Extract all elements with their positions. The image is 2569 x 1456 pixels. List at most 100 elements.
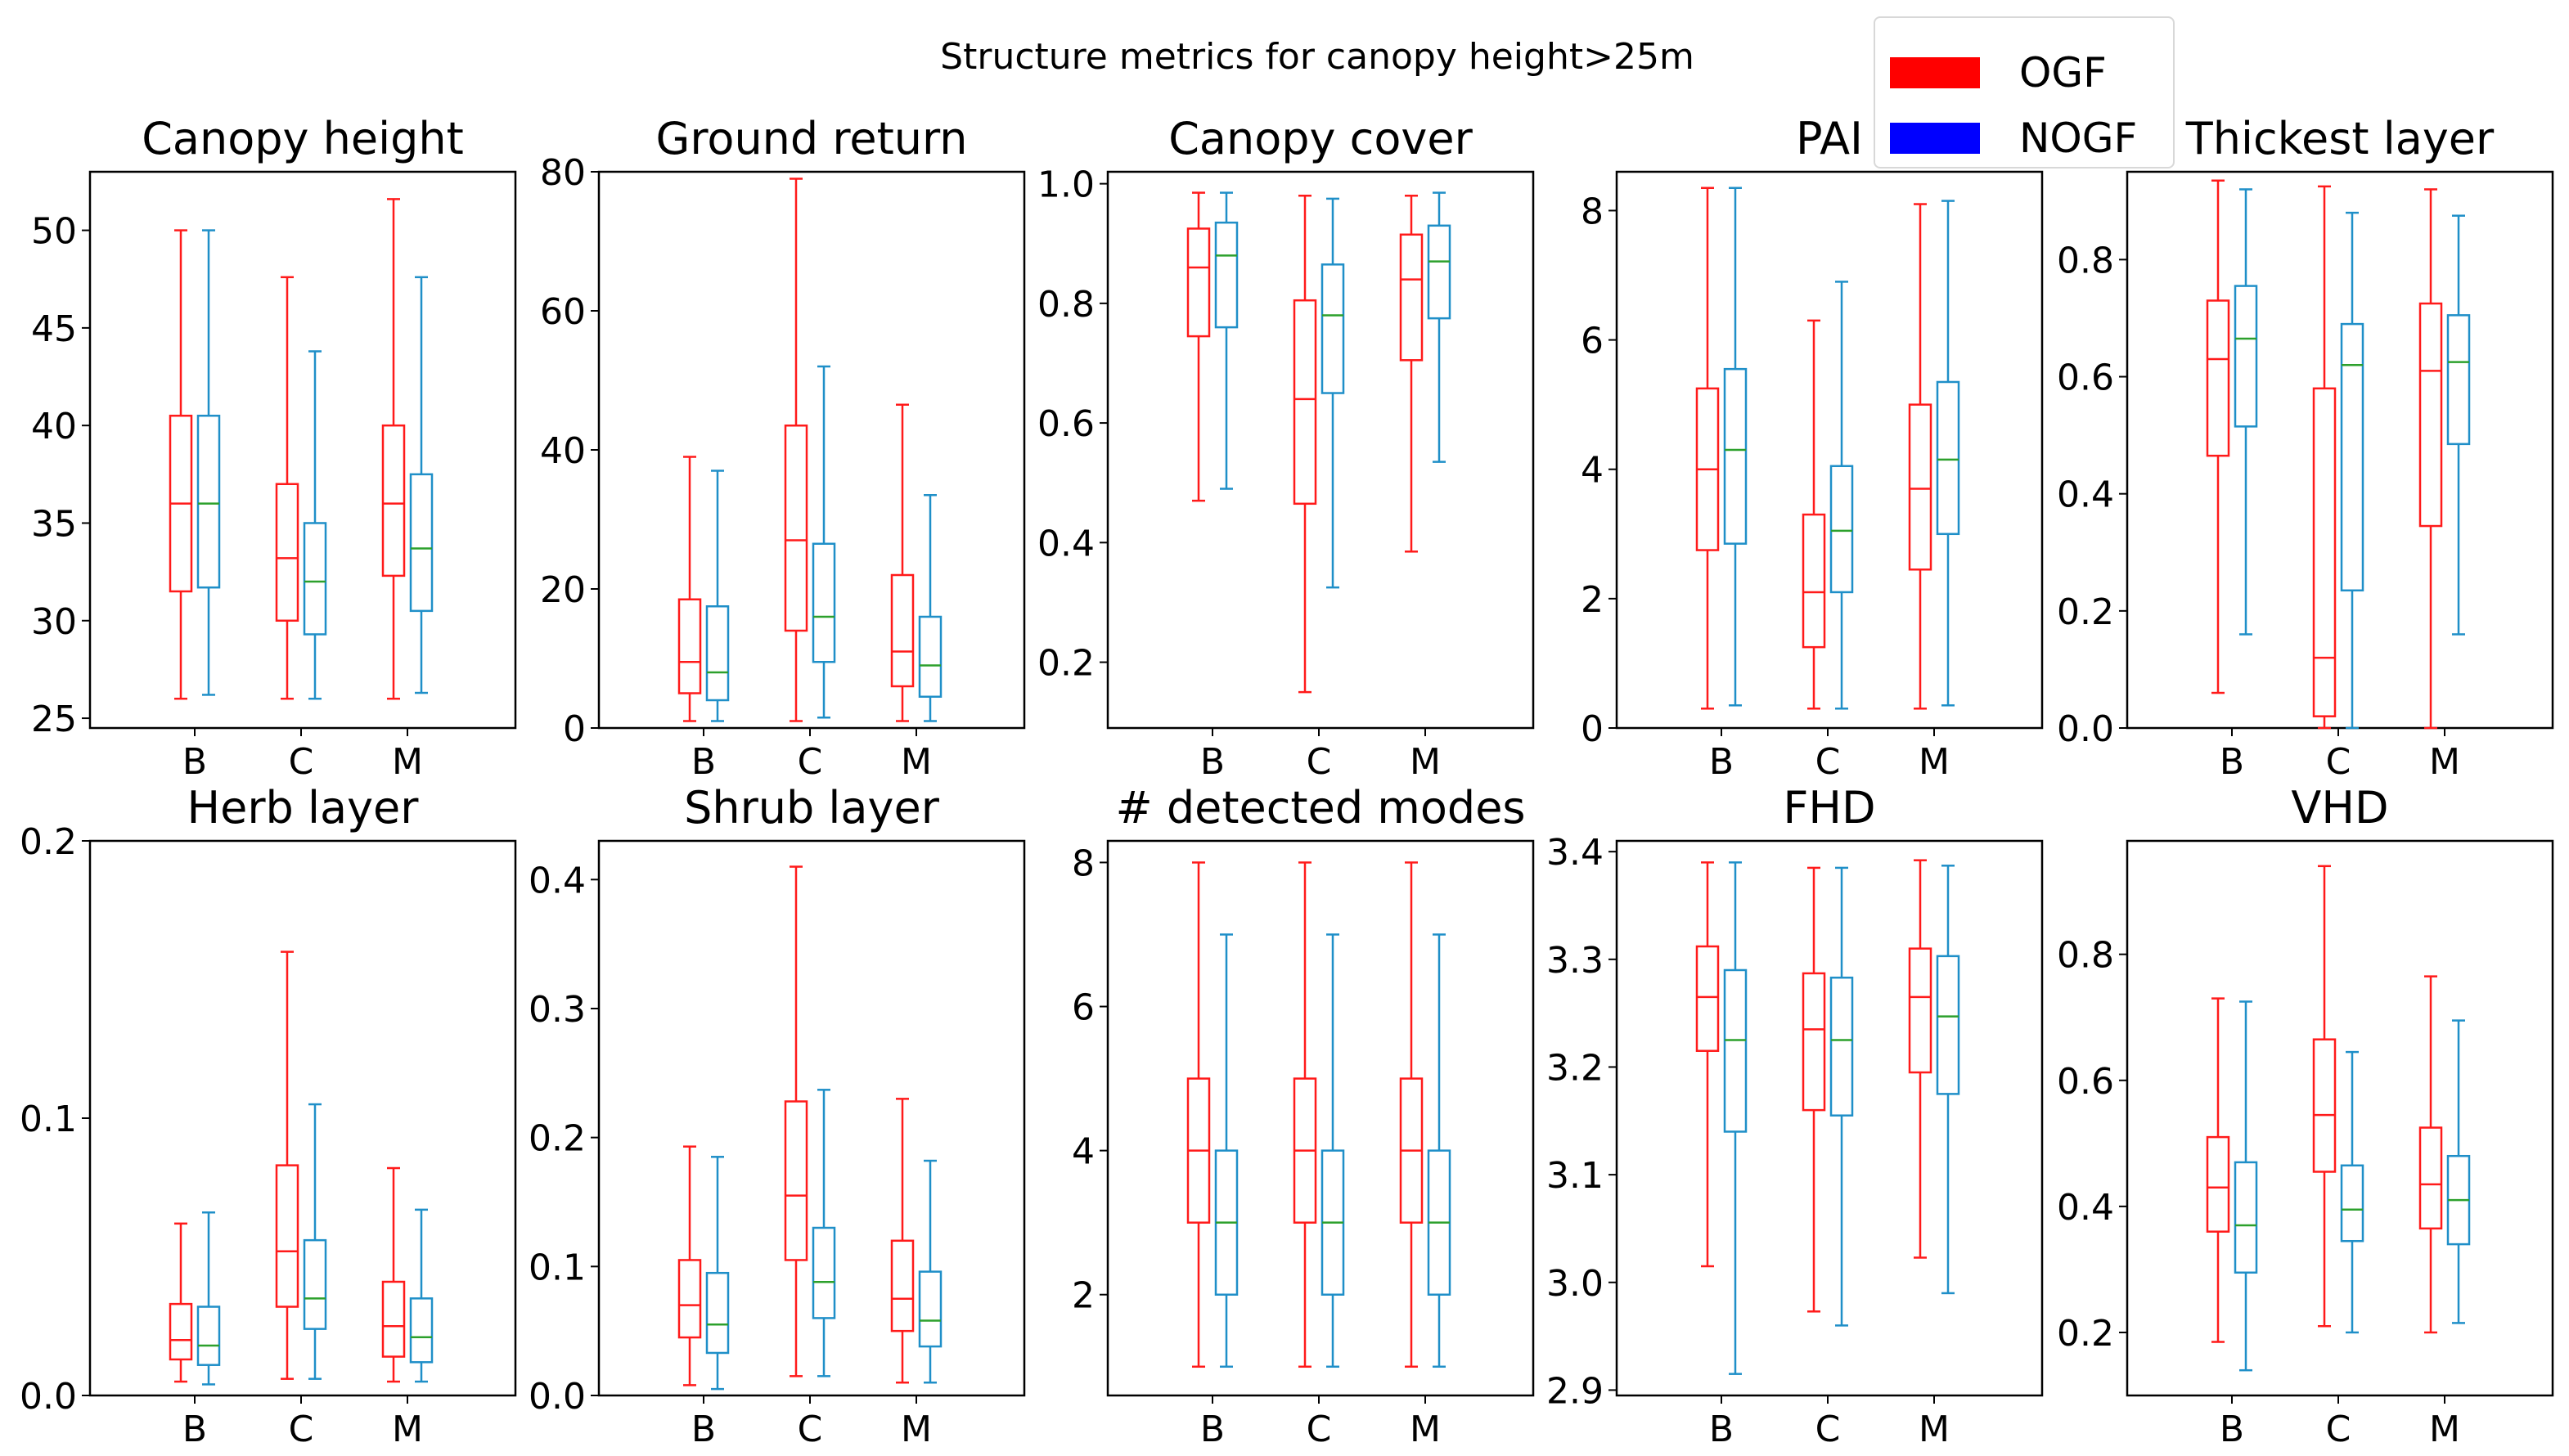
ytick-label-herb-layer: 0.0 [20, 1376, 77, 1418]
ytick-label-fhd: 3.4 [1546, 832, 1604, 874]
axes-frame-thickest-layer [2126, 170, 2554, 730]
ytick-label-pai: 2 [1581, 579, 1604, 621]
xtick-label-vhd: B [2220, 1409, 2244, 1450]
axes-frame-pai [1615, 170, 2044, 730]
legend: OGF NOGF [1874, 16, 2175, 169]
ytick-label-ground-return: 60 [540, 291, 586, 333]
box-nogf-thickest-layer-m [2446, 314, 2471, 446]
legend-swatch-ogf [1890, 57, 1980, 88]
xtick-label-thickest-layer: C [2326, 741, 2351, 783]
ytick-label-thickest-layer: 0.4 [2057, 474, 2114, 516]
ytick-label-canopy-height: 50 [31, 211, 77, 253]
box-ogf-thickest-layer-m [2418, 302, 2443, 528]
ytick-label-herb-layer: 0.1 [20, 1099, 77, 1140]
panel-title-detected-modes: # detected modes [1115, 782, 1525, 834]
xtick-label-pai: C [1815, 741, 1841, 783]
xtick-label-canopy-cover: M [1410, 741, 1441, 783]
axes-frame-shrub-layer [597, 839, 1026, 1397]
box-ogf-pai-c [1802, 513, 1826, 649]
xtick-label-fhd: B [1709, 1409, 1734, 1450]
box-ogf-canopy-cover-b [1186, 227, 1211, 338]
ytick-label-fhd: 3.3 [1546, 940, 1604, 982]
ytick-label-thickest-layer: 0.6 [2057, 357, 2114, 399]
ytick-label-canopy-cover: 1.0 [1037, 164, 1095, 206]
xtick-label-detected-modes: M [1410, 1409, 1441, 1450]
ytick-label-canopy-height: 35 [31, 503, 77, 545]
axes-frame-fhd [1615, 839, 2044, 1397]
xtick-label-detected-modes: C [1307, 1409, 1332, 1450]
ytick-label-thickest-layer: 0.8 [2057, 240, 2114, 281]
panel-canopy-cover: Canopy cover 0.2 0.4 0.6 0.8 1.0 B C M [1037, 113, 1535, 783]
ytick-label-canopy-height: 40 [31, 406, 77, 447]
box-nogf-shrub-layer-b [705, 1271, 730, 1355]
box-nogf-ground-return-c [812, 542, 836, 663]
ytick-label-detected-modes: 6 [1072, 987, 1095, 1029]
box-ogf-ground-return-m [890, 573, 915, 688]
box-ogf-vhd-m [2418, 1126, 2443, 1230]
ytick-label-fhd: 3.2 [1546, 1047, 1604, 1089]
panel-title-canopy-height: Canopy height [142, 113, 464, 164]
panel-title-pai: PAI [1796, 113, 1863, 164]
xtick-label-thickest-layer: B [2220, 741, 2244, 783]
ytick-label-ground-return: 20 [540, 569, 586, 611]
xtick-label-ground-return: C [798, 741, 823, 783]
xtick-label-detected-modes: B [1200, 1409, 1225, 1450]
xtick-label-canopy-height: M [392, 741, 423, 783]
panel-title-vhd: VHD [2291, 782, 2388, 834]
panel-thickest-layer: Thickest layer 0.0 0.2 0.4 0.6 0.8 B C M [2057, 113, 2554, 783]
box-ogf-shrub-layer-m [890, 1239, 915, 1332]
box-ogf-vhd-b [2206, 1135, 2230, 1233]
ytick-label-canopy-cover: 0.4 [1037, 523, 1095, 564]
box-nogf-canopy-cover-b [1214, 221, 1239, 329]
box-ogf-canopy-height-m [381, 424, 406, 577]
xtick-label-canopy-cover: B [1200, 741, 1225, 783]
ytick-label-ground-return: 40 [540, 430, 586, 472]
ytick-label-canopy-cover: 0.2 [1037, 643, 1095, 685]
box-ogf-ground-return-b [677, 598, 702, 694]
box-nogf-canopy-cover-c [1320, 263, 1345, 394]
xtick-label-vhd: M [2429, 1409, 2460, 1450]
xtick-label-pai: B [1709, 741, 1734, 783]
legend-item-ogf: OGF [1890, 47, 2107, 98]
box-ogf-thickest-layer-b [2206, 299, 2230, 457]
ytick-label-detected-modes: 4 [1072, 1131, 1095, 1173]
box-ogf-shrub-layer-b [677, 1259, 702, 1339]
panel-fhd: FHD 2.9 3.0 3.1 3.2 3.3 3.4 B C M [1546, 782, 2044, 1450]
ytick-label-shrub-layer: 0.4 [529, 860, 586, 901]
xtick-label-herb-layer: C [289, 1409, 314, 1450]
box-nogf-herb-layer-b [196, 1305, 221, 1366]
panel-pai: PAI 0 2 4 6 8 B C M [1581, 113, 2044, 783]
ytick-label-detected-modes: 8 [1072, 843, 1095, 884]
box-ogf-shrub-layer-c [784, 1100, 808, 1261]
panel-title-thickest-layer: Thickest layer [2185, 113, 2495, 164]
ytick-label-canopy-cover: 0.8 [1037, 284, 1095, 326]
box-nogf-ground-return-m [918, 615, 943, 698]
panel-canopy-height: Canopy height 25 30 35 40 45 50 B C M [31, 113, 517, 783]
box-ogf-canopy-cover-c [1293, 299, 1317, 506]
box-ogf-thickest-layer-c [2312, 387, 2337, 717]
ytick-label-vhd: 0.2 [2057, 1313, 2114, 1355]
ytick-label-fhd: 2.9 [1546, 1370, 1604, 1412]
box-nogf-fhd-m [1936, 955, 1960, 1095]
ytick-label-canopy-height: 30 [31, 601, 77, 643]
ytick-label-shrub-layer: 0.1 [529, 1247, 586, 1288]
panel-ground-return: Ground return 0 20 40 60 80 B C M [540, 113, 1026, 783]
xtick-label-thickest-layer: M [2429, 741, 2460, 783]
figure-suptitle: Structure metrics for canopy height>25m [940, 36, 1694, 78]
box-nogf-ground-return-b [705, 605, 730, 702]
panel-vhd: VHD 0.2 0.4 0.6 0.8 B C M [2057, 782, 2554, 1450]
box-ogf-vhd-c [2312, 1038, 2337, 1173]
box-nogf-herb-layer-c [303, 1238, 327, 1330]
xtick-label-canopy-cover: C [1307, 741, 1332, 783]
xtick-label-shrub-layer: M [901, 1409, 932, 1450]
xtick-label-pai: M [1919, 741, 1950, 783]
box-nogf-shrub-layer-m [918, 1270, 943, 1348]
box-nogf-fhd-b [1723, 968, 1748, 1133]
box-nogf-pai-m [1936, 380, 1960, 536]
box-nogf-canopy-cover-m [1427, 224, 1451, 320]
ytick-label-vhd: 0.6 [2057, 1061, 2114, 1103]
ytick-label-canopy-cover: 0.6 [1037, 403, 1095, 445]
ytick-label-thickest-layer: 0.2 [2057, 591, 2114, 633]
xtick-label-shrub-layer: C [798, 1409, 823, 1450]
panel-detected-modes: # detected modes 2 4 6 8 B C M [1072, 782, 1535, 1450]
